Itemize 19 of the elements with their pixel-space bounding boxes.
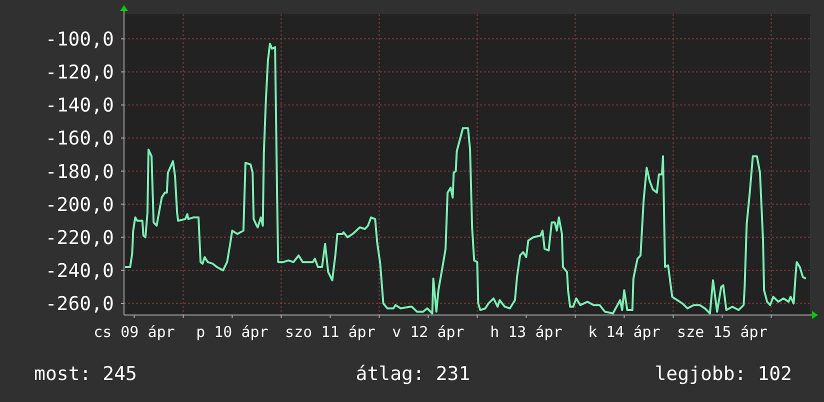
x-tick-label: sze 15 ápr — [677, 323, 768, 341]
y-tick-label: -120,0 — [45, 62, 114, 84]
text: átlag: 231 — [356, 363, 470, 385]
x-tick-label: k 14 ápr — [588, 323, 660, 341]
y-tick-label: -180,0 — [45, 160, 114, 183]
y-tick-label: -140,0 — [45, 94, 114, 117]
y-tick-label: -160,0 — [45, 128, 114, 150]
x-tick-label: szo 11 ápr — [285, 323, 376, 341]
y-tick-label: -240,0 — [45, 260, 114, 282]
y-tick-label: -260,0 — [45, 293, 114, 316]
x-tick-label: cs 09 ápr — [94, 323, 175, 341]
text: legjobb: 102 — [654, 363, 792, 385]
x-tick-label: v 12 ápr — [392, 323, 464, 341]
y-tick-label: -200,0 — [45, 194, 114, 216]
y-tick-label: -220,0 — [45, 226, 114, 249]
y-tick-label: -100,0 — [45, 28, 114, 50]
x-tick-label: p 10 ápr — [196, 323, 268, 341]
x-tick-label: h 13 ápr — [490, 323, 562, 341]
text: most: 245 — [34, 363, 137, 385]
